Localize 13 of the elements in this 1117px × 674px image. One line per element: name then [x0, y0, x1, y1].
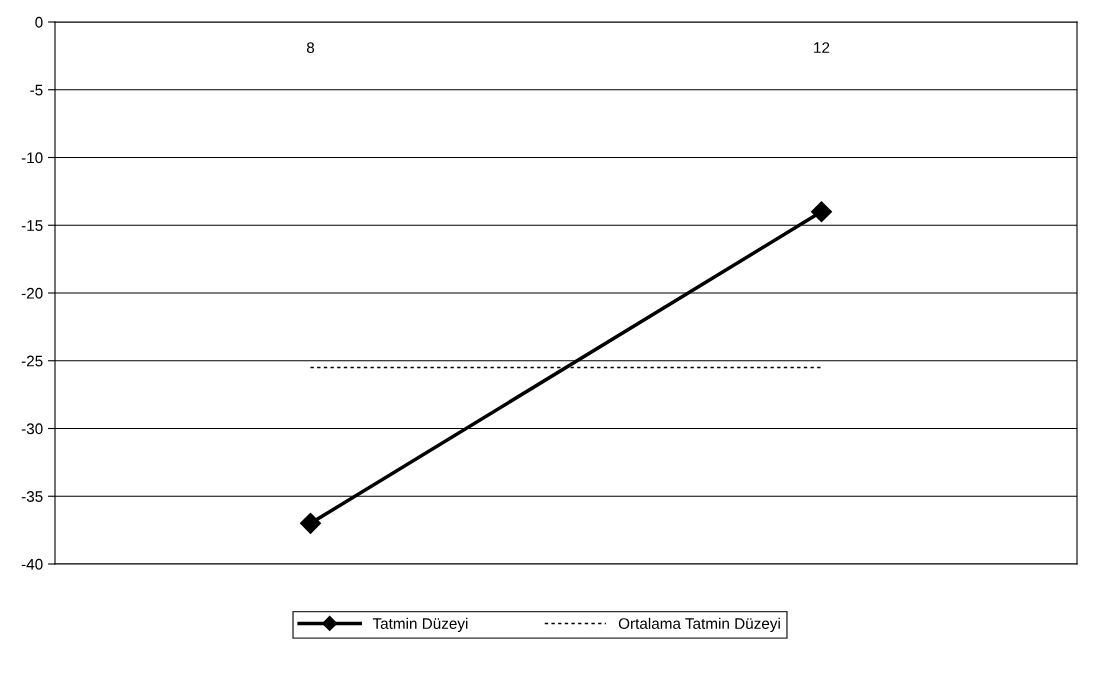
x-tick-label: 12: [814, 42, 830, 53]
y-tick-label: -40: [21, 558, 43, 570]
y-tick-label: -15: [21, 220, 43, 231]
legend-label: Ortalama Tatmin Düzeyi: [618, 617, 780, 632]
y-tick-label: -25: [21, 355, 43, 367]
x-tick-label: 8: [306, 42, 315, 54]
y-tick-label: 0: [35, 16, 43, 28]
legend-label: Tatmin Düzeyi: [372, 617, 468, 632]
y-tick-label: -30: [21, 423, 43, 435]
y-tick-label: -20: [21, 287, 43, 299]
y-tick-label: -35: [21, 491, 43, 502]
y-tick-label: -10: [21, 152, 43, 164]
y-tick-label: -5: [30, 84, 43, 96]
